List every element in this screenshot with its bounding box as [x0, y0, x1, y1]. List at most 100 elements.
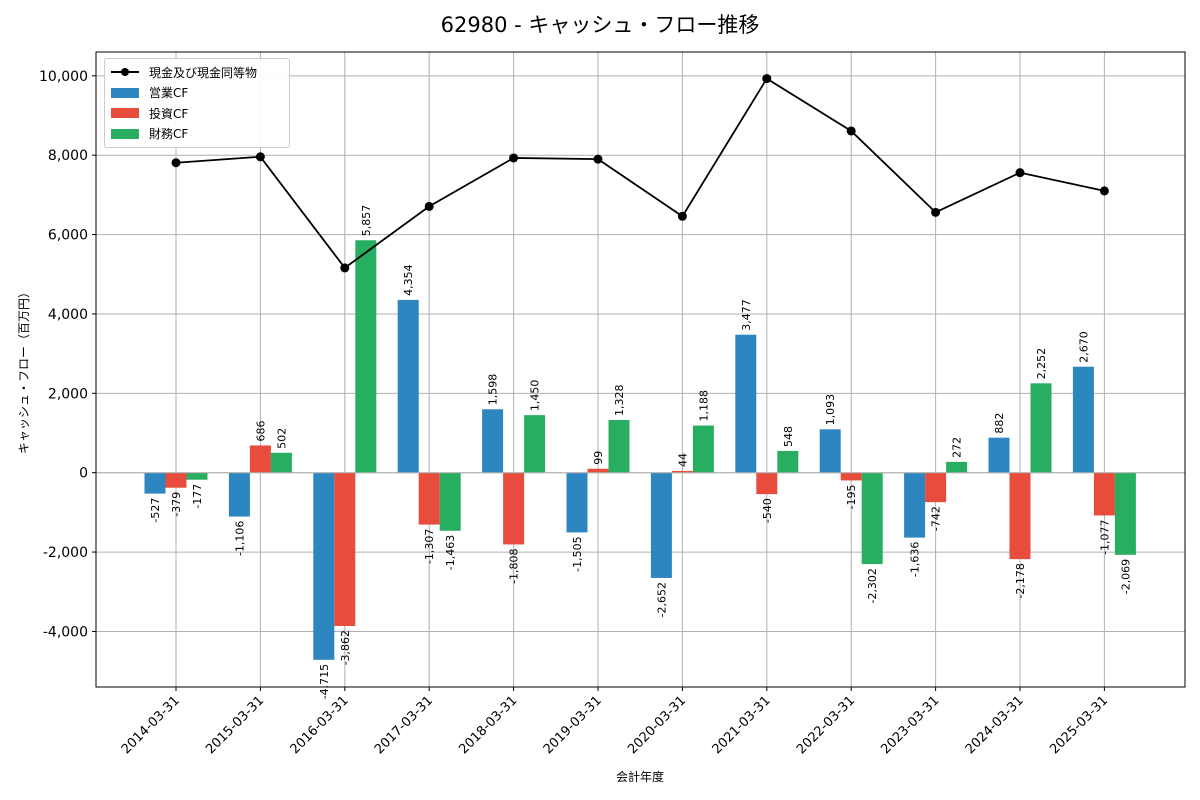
bar-investing [165, 472, 187, 488]
y-tick-label: 8,000 [48, 148, 88, 164]
legend-item-operating: 営業CF [111, 83, 283, 104]
bar-value-label: -1,307 [423, 529, 436, 564]
bar-investing [587, 468, 609, 473]
legend: 現金及び現金同等物 営業CF 投資CF 財務CF [104, 58, 290, 148]
y-tick-label: -2,000 [43, 545, 88, 561]
cash-point [509, 153, 519, 163]
bar-financing [1114, 472, 1136, 555]
bar-investing [1009, 472, 1031, 560]
bar-value-label: 548 [782, 426, 795, 447]
legend-swatch-operating [111, 87, 139, 98]
legend-swatch-financing [111, 128, 139, 139]
bar-financing [186, 472, 208, 480]
bar-financing [355, 240, 377, 473]
y-tick-label: 10,000 [39, 69, 88, 85]
cash-point [340, 263, 350, 273]
cash-point [677, 211, 687, 221]
y-tick-label: 0 [79, 466, 88, 482]
legend-label-investing: 投資CF [149, 106, 189, 121]
bar-value-label: 44 [676, 453, 689, 467]
bar-value-label: -2,302 [866, 568, 879, 603]
bar-investing [503, 472, 525, 545]
legend-label-cash: 現金及び現金同等物 [149, 65, 258, 80]
bar-value-label: 686 [254, 420, 267, 441]
bar-financing [861, 472, 883, 565]
bar-financing [692, 425, 714, 473]
bar-value-label: 1,450 [529, 380, 542, 412]
cash-point [424, 201, 434, 211]
cash-point [846, 126, 856, 136]
chart-title: 62980 - キャッシュ・フロー推移 [441, 13, 760, 37]
bar-operating [397, 299, 419, 473]
bar-value-label: -540 [761, 498, 774, 523]
x-tick-label: 2024-03-31 [963, 693, 1027, 757]
x-tick-label: 2015-03-31 [203, 693, 267, 757]
bar-value-label: 1,093 [824, 394, 837, 426]
legend-label-financing: 財務CF [149, 127, 189, 142]
bar-value-label: 502 [275, 428, 288, 449]
cash-point [1015, 168, 1025, 178]
bar-investing [671, 470, 693, 473]
x-tick-label: 2016-03-31 [288, 693, 352, 757]
bar-investing [840, 472, 862, 481]
bar-investing [249, 445, 271, 473]
bar-financing [946, 461, 968, 473]
bar-value-label: -1,463 [444, 535, 457, 570]
legend-marker-cash [111, 67, 139, 77]
legend-item-financing: 財務CF [111, 124, 283, 145]
y-axis-label: キャッシュ・フロー（百万円） [17, 286, 31, 454]
bar-value-label: 2,252 [1035, 348, 1048, 380]
bar-financing [1030, 383, 1052, 473]
x-axis-label: 会計年度 [616, 769, 664, 784]
bar-value-label: -1,106 [233, 521, 246, 556]
x-tick-label: 2018-03-31 [456, 693, 520, 757]
bar-value-label: -3,862 [339, 630, 352, 665]
cash-point [762, 74, 772, 84]
bar-value-label: -2,069 [1119, 559, 1132, 594]
bar-value-label: 272 [951, 437, 964, 458]
bar-value-label: 4,354 [402, 264, 415, 296]
cash-point [1099, 186, 1109, 196]
bar-operating [144, 472, 166, 494]
bar-value-label: -2,178 [1014, 563, 1027, 598]
bar-value-label: 99 [592, 451, 605, 465]
bar-value-label: -1,808 [508, 548, 521, 583]
bar-value-label: 1,598 [487, 374, 500, 405]
legend-item-investing: 投資CF [111, 103, 283, 124]
bar-operating [228, 472, 250, 517]
bar-investing [334, 472, 356, 626]
legend-swatch-investing [111, 108, 139, 119]
bar-operating [566, 472, 588, 533]
bar-operating [819, 429, 841, 473]
bar-investing [925, 472, 947, 503]
cash-point [593, 154, 603, 164]
bar-value-label: -527 [149, 498, 162, 523]
legend-item-cash: 現金及び現金同等物 [111, 62, 283, 83]
bar-value-label: -742 [930, 506, 943, 531]
y-tick-label: -4,000 [43, 624, 88, 640]
bar-value-label: 2,670 [1077, 331, 1090, 363]
bar-financing [524, 415, 546, 473]
bar-operating [988, 437, 1010, 473]
bar-value-label: 1,188 [697, 390, 710, 422]
y-tick-label: 2,000 [48, 386, 88, 402]
bar-value-label: -177 [191, 484, 204, 509]
bar-investing [756, 472, 778, 495]
bar-value-label: -1,505 [571, 536, 584, 571]
cash-line [175, 77, 1105, 270]
x-tick-label: 2022-03-31 [794, 693, 858, 757]
y-tick-label: 6,000 [48, 228, 88, 244]
bar-operating [735, 334, 757, 473]
bar-value-label: 882 [993, 413, 1006, 434]
bar-value-label: -2,652 [655, 582, 668, 617]
bar-value-label: 5,857 [360, 205, 373, 237]
plot-frame [95, 51, 1186, 688]
x-tick-label: 2017-03-31 [372, 693, 436, 757]
cash-point [255, 152, 265, 162]
x-tick-label: 2025-03-31 [1047, 693, 1111, 757]
x-tick-label: 2023-03-31 [878, 693, 942, 757]
bar-value-label: -379 [170, 492, 183, 517]
x-tick-label: 2020-03-31 [625, 693, 689, 757]
bar-value-label: -1,636 [909, 542, 922, 577]
